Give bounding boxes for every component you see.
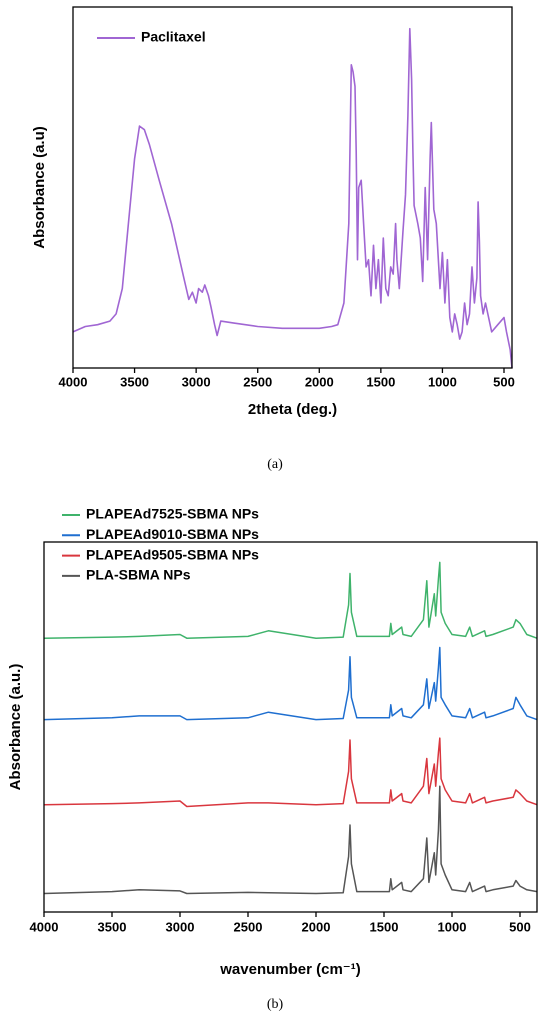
y-axis-label: Absorbance (a.u) — [31, 126, 48, 249]
spectrum-line — [43, 561, 538, 639]
x-tick-label: 1000 — [438, 919, 467, 934]
legend-label: PLAPEAd9010-SBMA NPs — [86, 526, 259, 542]
x-tick-label: 500 — [509, 919, 531, 934]
legend-label: PLA-SBMA NPs — [86, 567, 191, 583]
plot-frame — [43, 541, 538, 913]
spectrum-line — [72, 27, 513, 369]
x-axis-label: 2theta (deg.) — [248, 401, 337, 418]
spectrum-line — [43, 646, 538, 721]
x-tick-label: 1500 — [370, 919, 399, 934]
x-axis-label: wavenumber (cm⁻¹) — [219, 961, 360, 978]
legend-label: PLAPEAd7525-SBMA NPs — [86, 506, 259, 522]
plot-frame — [72, 6, 513, 369]
x-tick-label: 1000 — [428, 374, 457, 389]
x-tick-label: 2500 — [243, 374, 272, 389]
spectrum-line — [43, 737, 538, 808]
x-tick-label: 3000 — [166, 919, 195, 934]
caption: (b) — [267, 997, 284, 1012]
y-axis-label: Absorbance (a.u.) — [7, 664, 24, 791]
x-tick-label: 3000 — [182, 374, 211, 389]
x-tick-label: 4000 — [30, 919, 59, 934]
x-tick-label: 1500 — [366, 374, 395, 389]
spectrum-line — [43, 785, 538, 895]
x-tick-label: 3500 — [120, 374, 149, 389]
x-tick-label: 4000 — [59, 374, 88, 389]
x-tick-label: 2000 — [302, 919, 331, 934]
x-tick-label: 2000 — [305, 374, 334, 389]
x-tick-label: 500 — [493, 374, 515, 389]
x-tick-label: 3500 — [98, 919, 127, 934]
legend-label: Paclitaxel — [141, 29, 206, 45]
caption: (a) — [267, 457, 283, 472]
legend-label: PLAPEAd9505-SBMA NPs — [86, 546, 259, 562]
x-tick-label: 2500 — [234, 919, 263, 934]
